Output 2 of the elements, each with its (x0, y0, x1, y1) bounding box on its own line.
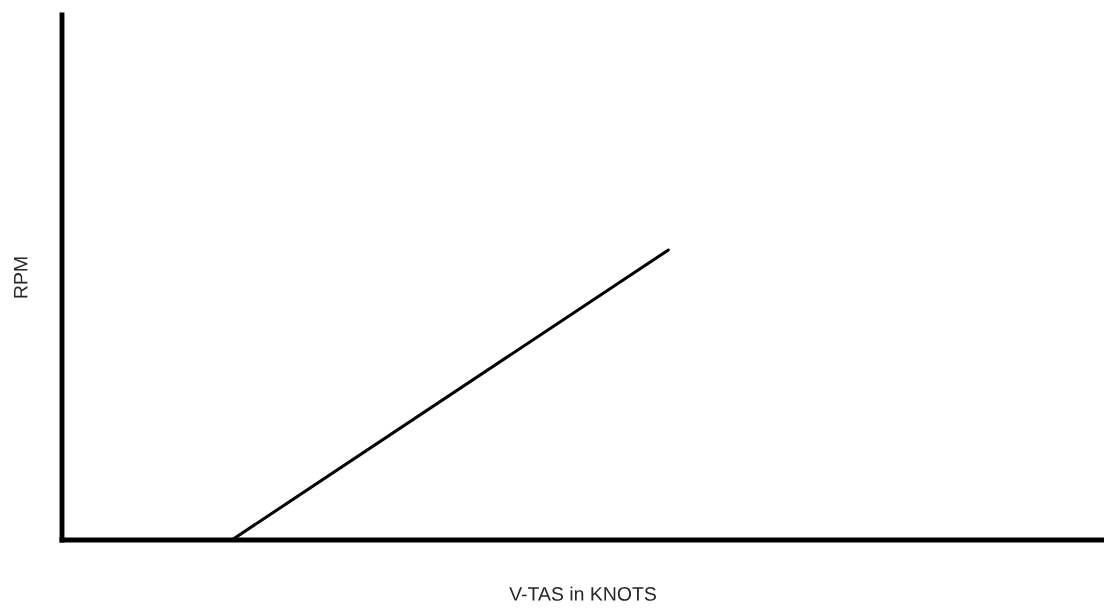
x-axis-title: V-TAS in KNOTS (509, 586, 656, 601)
y-axis-title: RPM (14, 257, 28, 298)
